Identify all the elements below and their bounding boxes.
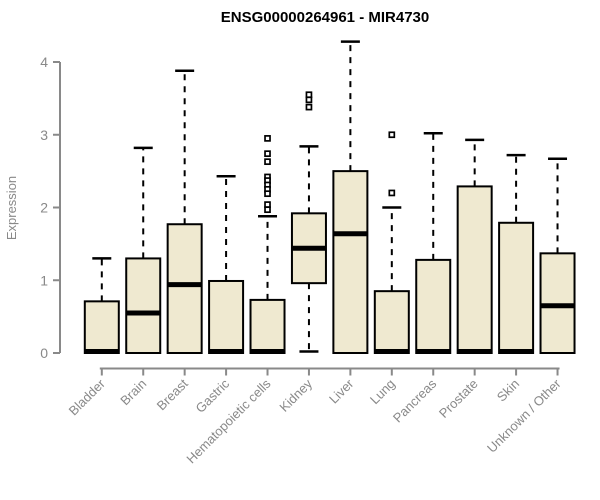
outlier-hematopoietic-cells [264, 190, 271, 198]
outlier-hematopoietic-cells [264, 150, 271, 158]
outlier-kidney [305, 96, 313, 104]
box-bladder [83, 300, 120, 355]
x-tick-label: Kidney [276, 376, 315, 415]
box-gastric [208, 279, 245, 355]
outlier-hematopoietic-cells [264, 135, 271, 142]
x-tick-label: Prostate [436, 376, 481, 421]
chart-title: ENSG00000264961 - MIR4730 [221, 9, 429, 26]
y-tick-label: 0 [40, 345, 48, 361]
x-tick-label: Bladder [66, 376, 109, 419]
box-brain [125, 257, 162, 354]
x-tick-label: Liver [326, 376, 357, 407]
x-tick-label: Lung [367, 376, 398, 407]
box-unknown-other [539, 252, 576, 355]
x-tick-label: Breast [154, 376, 191, 413]
y-tick-label: 4 [40, 54, 48, 70]
box-hematopoietic-cells [249, 298, 286, 354]
box-skin [498, 221, 535, 354]
box-liver [332, 170, 369, 354]
x-tick-label: Unknown / Other [484, 376, 564, 456]
outlier-hematopoietic-cells [264, 206, 271, 214]
x-tick-label: Pancreas [390, 376, 440, 426]
box-prostate [456, 185, 493, 354]
x-tick-label: Brain [117, 376, 149, 408]
outlier-hematopoietic-cells [264, 158, 271, 166]
outlier-lung [388, 131, 396, 139]
y-tick-label: 2 [40, 200, 48, 216]
outlier-kidney [305, 103, 313, 111]
box-breast [166, 223, 203, 354]
y-tick-label: 3 [40, 127, 48, 143]
y-axis-title: Expression [4, 176, 19, 240]
outlier-lung [388, 189, 396, 197]
box-pancreas [415, 258, 452, 355]
y-tick-label: 1 [40, 272, 48, 288]
x-tick-label: Gastric [192, 376, 232, 416]
box-lung [373, 290, 410, 355]
x-tick-label: Skin [494, 376, 522, 404]
